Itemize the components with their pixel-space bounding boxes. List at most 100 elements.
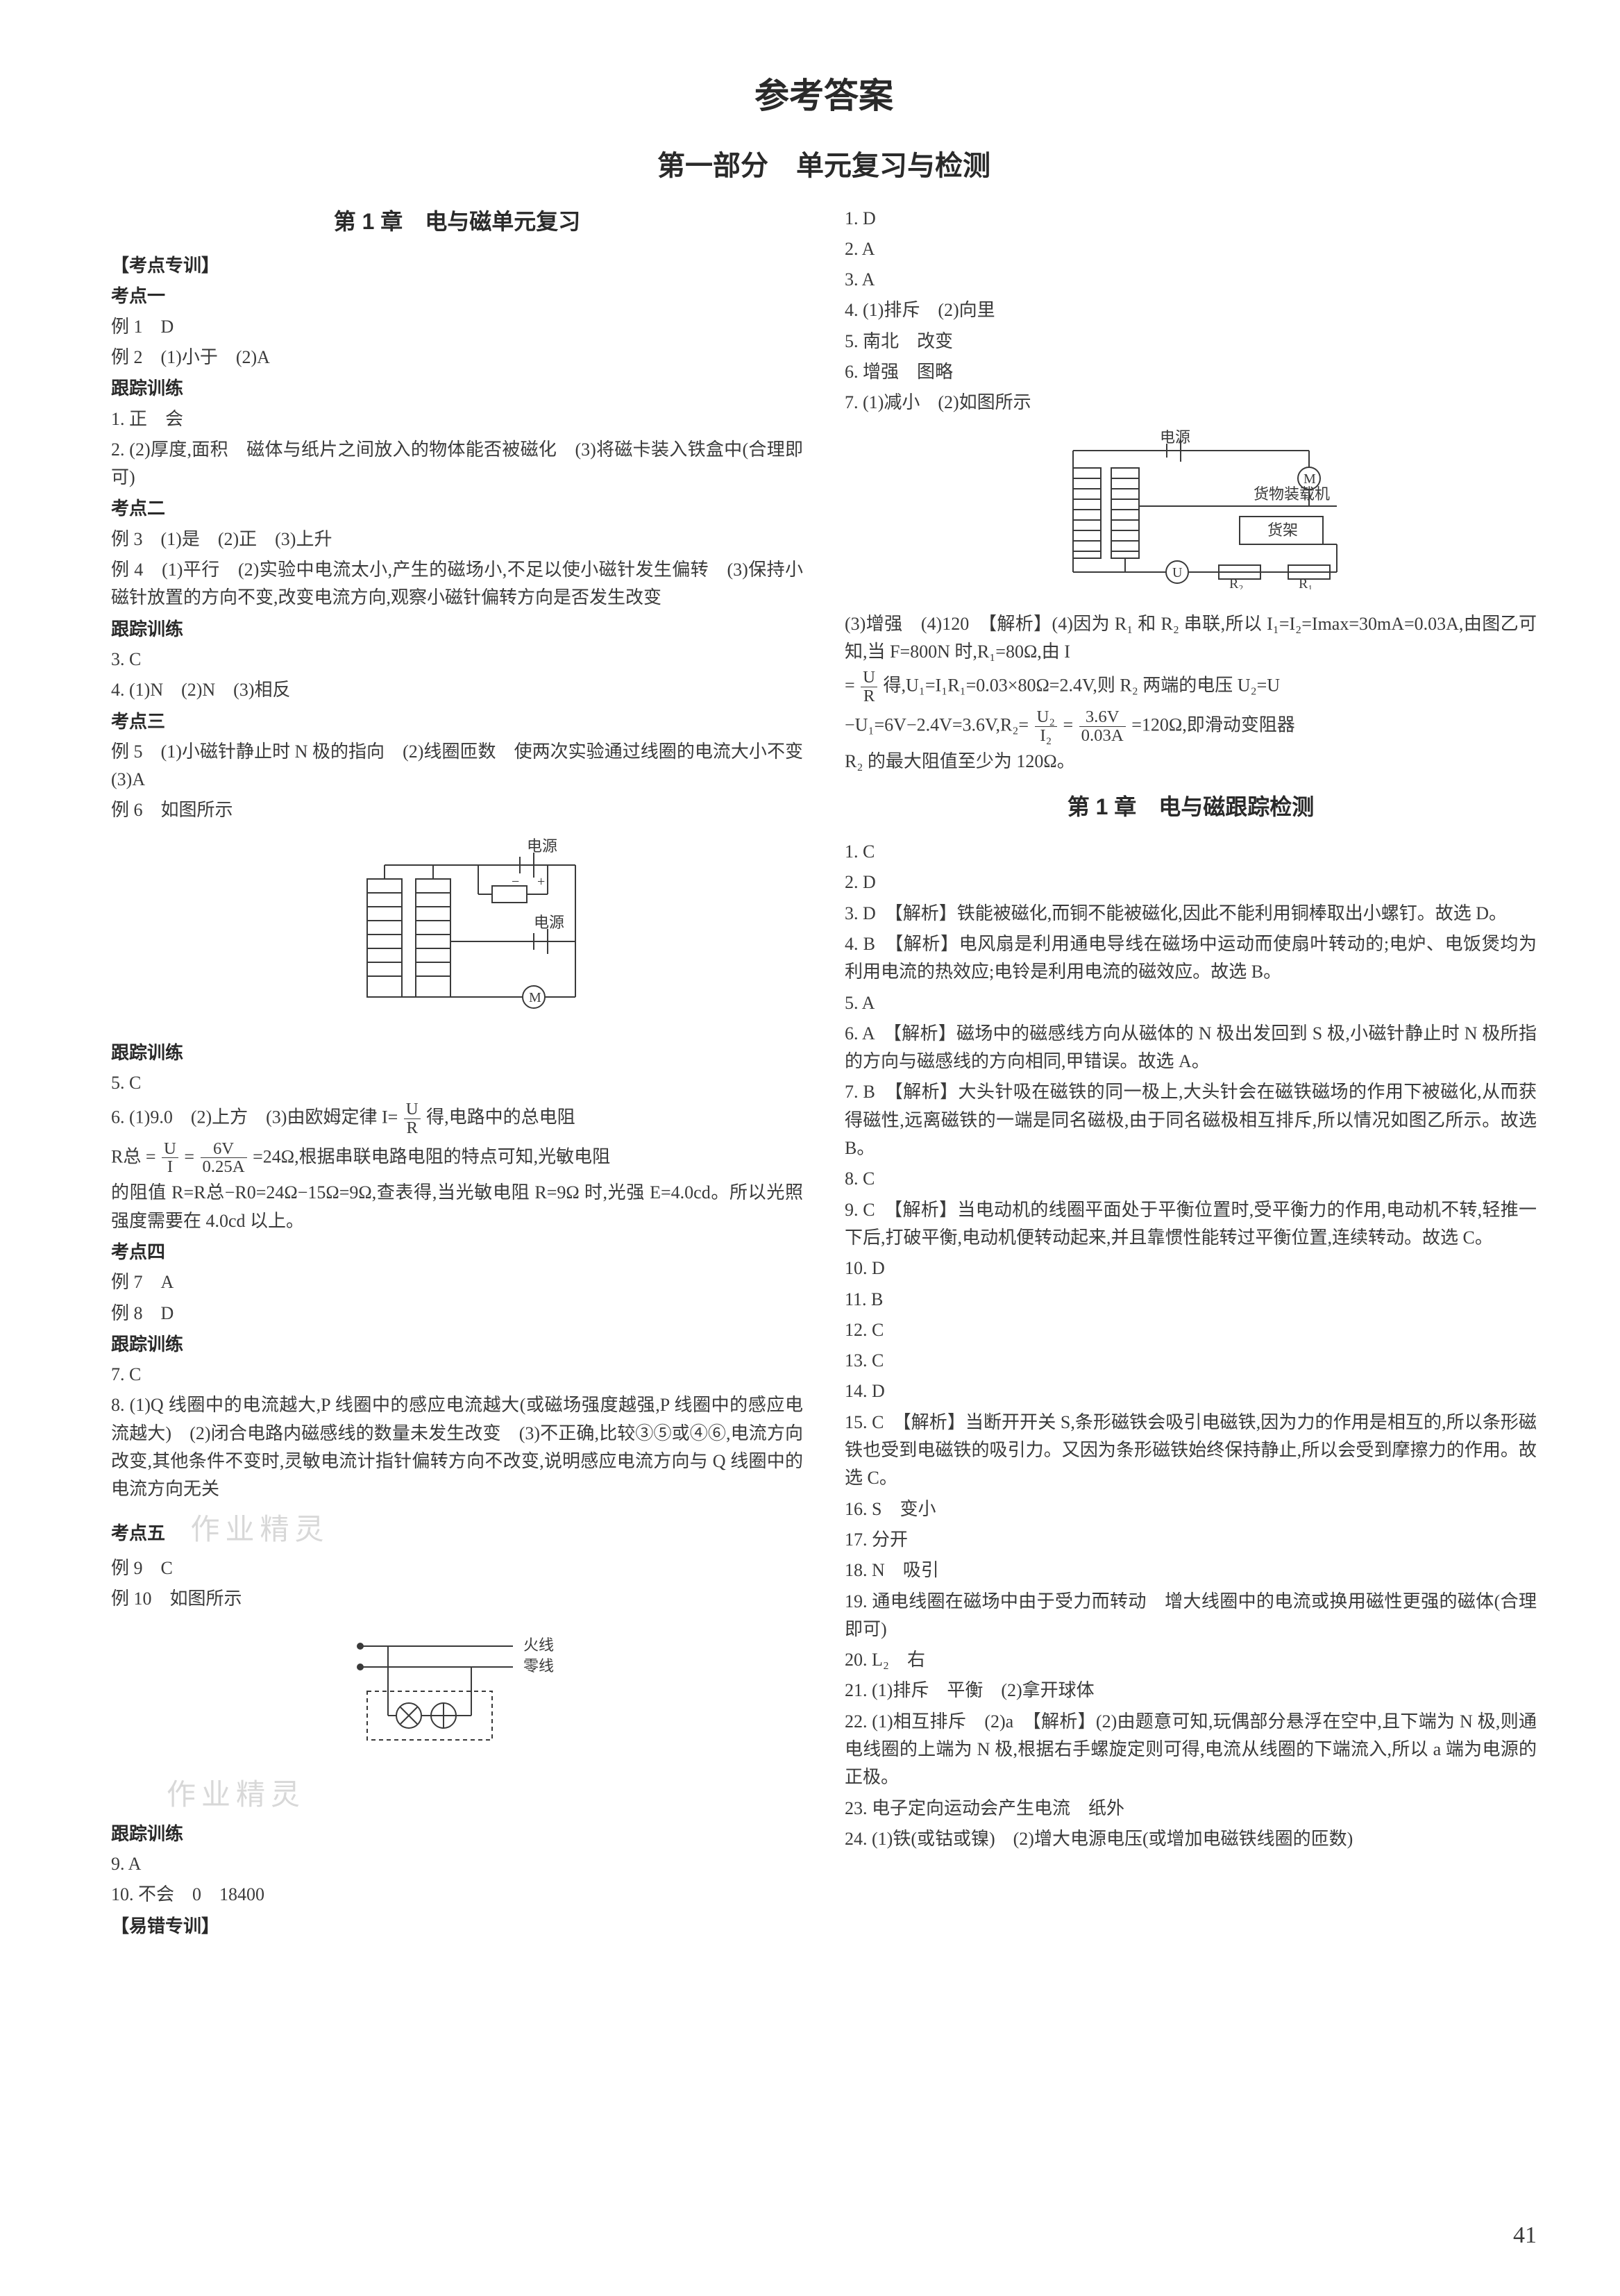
svg-text:电源: 电源	[1160, 430, 1190, 446]
answer-line: 6. (1)9.0 (2)上方 (3)由欧姆定律 I= UR 得,电路中的总电阻	[111, 1100, 803, 1137]
svg-text:货架: 货架	[1267, 521, 1298, 539]
svg-text:M: M	[1303, 471, 1316, 487]
answer-line: 5. C	[111, 1069, 803, 1097]
page-number: 41	[1513, 2218, 1537, 2254]
answer-line: 19. 通电线圈在磁场中由于受力而转动 增大线圈中的电流或换用磁性更强的磁体(合…	[845, 1588, 1537, 1644]
answer-line: 22. (1)相互排斥 (2)a 【解析】(2)由题意可知,玩偶部分悬浮在空中,…	[845, 1708, 1537, 1792]
answer-line: 10. 不会 0 18400	[111, 1881, 803, 1909]
right-column: 1. D 2. A 3. A 4. (1)排斥 (2)向里 5. 南北 改变 6…	[845, 205, 1537, 1943]
answer-line: 2. A	[845, 235, 1537, 263]
svg-text:电源: 电源	[534, 914, 564, 931]
yicuo-head: 【易错专训】	[111, 1912, 803, 1940]
watermark-text: 作业精灵	[191, 1507, 330, 1552]
answer-line: 例 7 A	[111, 1268, 803, 1296]
chapter-title: 第 1 章 电与磁单元复习	[111, 205, 803, 240]
answer-line: 11. B	[845, 1286, 1537, 1314]
svg-text:+: +	[537, 874, 545, 889]
answer-line: 15. C 【解析】当断开开关 S,条形磁铁会吸引电磁铁,因为力的作用是相互的,…	[845, 1409, 1537, 1493]
circuit-diagram-1: 电源 − + 电源	[111, 837, 803, 1026]
answer-line: 例 3 (1)是 (2)正 (3)上升	[111, 526, 803, 553]
genzong-head: 跟踪训练	[111, 615, 803, 643]
answer-line: 1. C	[845, 838, 1537, 866]
genzong-head: 跟踪训练	[111, 1039, 803, 1066]
answer-line: 例 6 如图所示	[111, 796, 803, 824]
answer-line: 例 1 D	[111, 313, 803, 341]
answer-line: R₂ 的最大阻值至少为 120Ω。	[845, 748, 1537, 776]
answer-line: 8. C	[845, 1165, 1537, 1193]
answer-line: = UR 得,U₁=I₁R₁=0.03×80Ω=2.4V,则 R₂ 两端的电压 …	[845, 669, 1537, 705]
answer-line: 例 4 (1)平行 (2)实验中电流太小,产生的磁场小,不足以使小磁针发生偏转 …	[111, 556, 803, 612]
svg-text:U: U	[1172, 565, 1183, 580]
circuit-diagram-2: 火线 零线	[111, 1625, 803, 1759]
answer-line: 24. (1)铁(或钴或镍) (2)增大电源电压(或增加电磁铁线圈的匝数)	[845, 1825, 1537, 1853]
svg-text:货物装载机: 货物装载机	[1254, 485, 1330, 503]
answer-line: 6. 增强 图略	[845, 358, 1537, 386]
genzong-head: 跟踪训练	[111, 1330, 803, 1358]
answer-line: 的阻值 R=R总−R0=24Ω−15Ω=9Ω,查表得,当光敏电阻 R=9Ω 时,…	[111, 1179, 803, 1235]
answer-line: 1. 正 会	[111, 405, 803, 433]
answer-line: 13. C	[845, 1347, 1537, 1375]
answer-line: 12. C	[845, 1316, 1537, 1344]
fraction-U-over-R: UR	[403, 1100, 422, 1137]
section-kaodian: 【考点专训】	[111, 251, 803, 279]
kaodian-2-head: 考点二	[111, 494, 803, 522]
kaodian-3-head: 考点三	[111, 707, 803, 735]
answer-line: R总 = UI = 6V0.25A =24Ω,根据串联电路电阻的特点可知,光敏电…	[111, 1140, 803, 1177]
answer-line: 7. (1)减小 (2)如图所示	[845, 389, 1537, 417]
answer-line: 7. B 【解析】大头针吸在磁铁的同一极上,大头针会在磁铁磁场的作用下被磁化,从…	[845, 1078, 1537, 1162]
answer-line: 20. L₂ 右	[845, 1646, 1537, 1674]
answer-line: 9. C 【解析】当电动机的线圈平面处于平衡位置时,受平衡力的作用,电动机不转,…	[845, 1196, 1537, 1252]
answer-line: 5. A	[845, 989, 1537, 1017]
svg-text:M: M	[529, 990, 541, 1005]
svg-text:电源: 电源	[527, 837, 557, 855]
answer-line: 例 5 (1)小磁针静止时 N 极的指向 (2)线圈匝数 使两次实验通过线圈的电…	[111, 738, 803, 794]
part-title: 第一部分 单元复习与检测	[111, 144, 1537, 187]
page-title: 参考答案	[111, 69, 1537, 124]
answer-line: −U₁=6V−2.4V=3.6V,R₂= U₂I₂ = 3.6V0.03A =1…	[845, 708, 1537, 745]
left-column: 第 1 章 电与磁单元复习 【考点专训】 考点一 例 1 D 例 2 (1)小于…	[111, 205, 803, 1943]
fraction-U-over-R: UR	[859, 669, 879, 705]
genzong-head: 跟踪训练	[111, 1820, 803, 1847]
svg-text:零线: 零线	[523, 1657, 554, 1675]
answer-line: 3. C	[111, 646, 803, 673]
fraction-U-over-I: UI	[160, 1140, 180, 1177]
answer-line: 2. D	[845, 869, 1537, 896]
answer-line: 7. C	[111, 1361, 803, 1389]
svg-text:R₁: R₁	[1299, 576, 1313, 589]
answer-line: 4. B 【解析】电风扇是利用通电导线在磁场中运动而使扇叶转动的;电炉、电饭煲均…	[845, 930, 1537, 987]
answer-line: 3. A	[845, 266, 1537, 294]
kaodian-4-head: 考点四	[111, 1238, 803, 1266]
answer-line: 5. 南北 改变	[845, 328, 1537, 355]
svg-text:火线: 火线	[523, 1636, 554, 1654]
answer-line: 例 9 C	[111, 1555, 803, 1582]
answer-line: 3. D 【解析】铁能被磁化,而铜不能被磁化,因此不能利用铜棒取出小螺钉。故选 …	[845, 900, 1537, 928]
fraction-6v-over-025a: 6V0.25A	[199, 1140, 248, 1177]
fraction-36v-over-003a: 3.6V0.03A	[1078, 708, 1127, 745]
answer-line: 23. 电子定向运动会产生电流 纸外	[845, 1795, 1537, 1822]
kaodian-5-row: 考点五 作业精灵	[111, 1507, 803, 1552]
answer-line: 10. D	[845, 1255, 1537, 1282]
chapter-test-title: 第 1 章 电与磁跟踪检测	[845, 790, 1537, 825]
answer-line: 17. 分开	[845, 1526, 1537, 1554]
fraction-U2-over-I2: U₂I₂	[1033, 708, 1058, 745]
two-column-layout: 第 1 章 电与磁单元复习 【考点专训】 考点一 例 1 D 例 2 (1)小于…	[111, 205, 1537, 1943]
watermark-text: 作业精灵	[167, 1772, 305, 1817]
answer-line: 14. D	[845, 1377, 1537, 1405]
kaodian-5-head: 考点五	[111, 1523, 165, 1543]
svg-text:R₂: R₂	[1229, 576, 1243, 589]
answer-line: 例 10 如图所示	[111, 1585, 803, 1613]
answer-line: 16. S 变小	[845, 1495, 1537, 1523]
answer-line: 4. (1)排斥 (2)向里	[845, 296, 1537, 324]
answer-line: 1. D	[845, 205, 1537, 233]
kaodian-1-head: 考点一	[111, 282, 803, 310]
watermark-row: 作业精灵	[111, 1772, 803, 1817]
answer-line: 9. A	[111, 1850, 803, 1878]
svg-text:−: −	[512, 874, 519, 889]
answer-line: 21. (1)排斥 平衡 (2)拿开球体	[845, 1677, 1537, 1704]
circuit-diagram-3: 电源 M 货物装载机 货架	[845, 430, 1537, 598]
genzong-head: 跟踪训练	[111, 374, 803, 402]
answer-line: 例 2 (1)小于 (2)A	[111, 344, 803, 371]
answer-line: 6. A 【解析】磁场中的磁感线方向从磁体的 N 极出发回到 S 极,小磁针静止…	[845, 1020, 1537, 1076]
answer-line: 4. (1)N (2)N (3)相反	[111, 676, 803, 704]
answer-line: 8. (1)Q 线圈中的电流越大,P 线圈中的感应电流越大(或磁场强度越强,P …	[111, 1391, 803, 1503]
